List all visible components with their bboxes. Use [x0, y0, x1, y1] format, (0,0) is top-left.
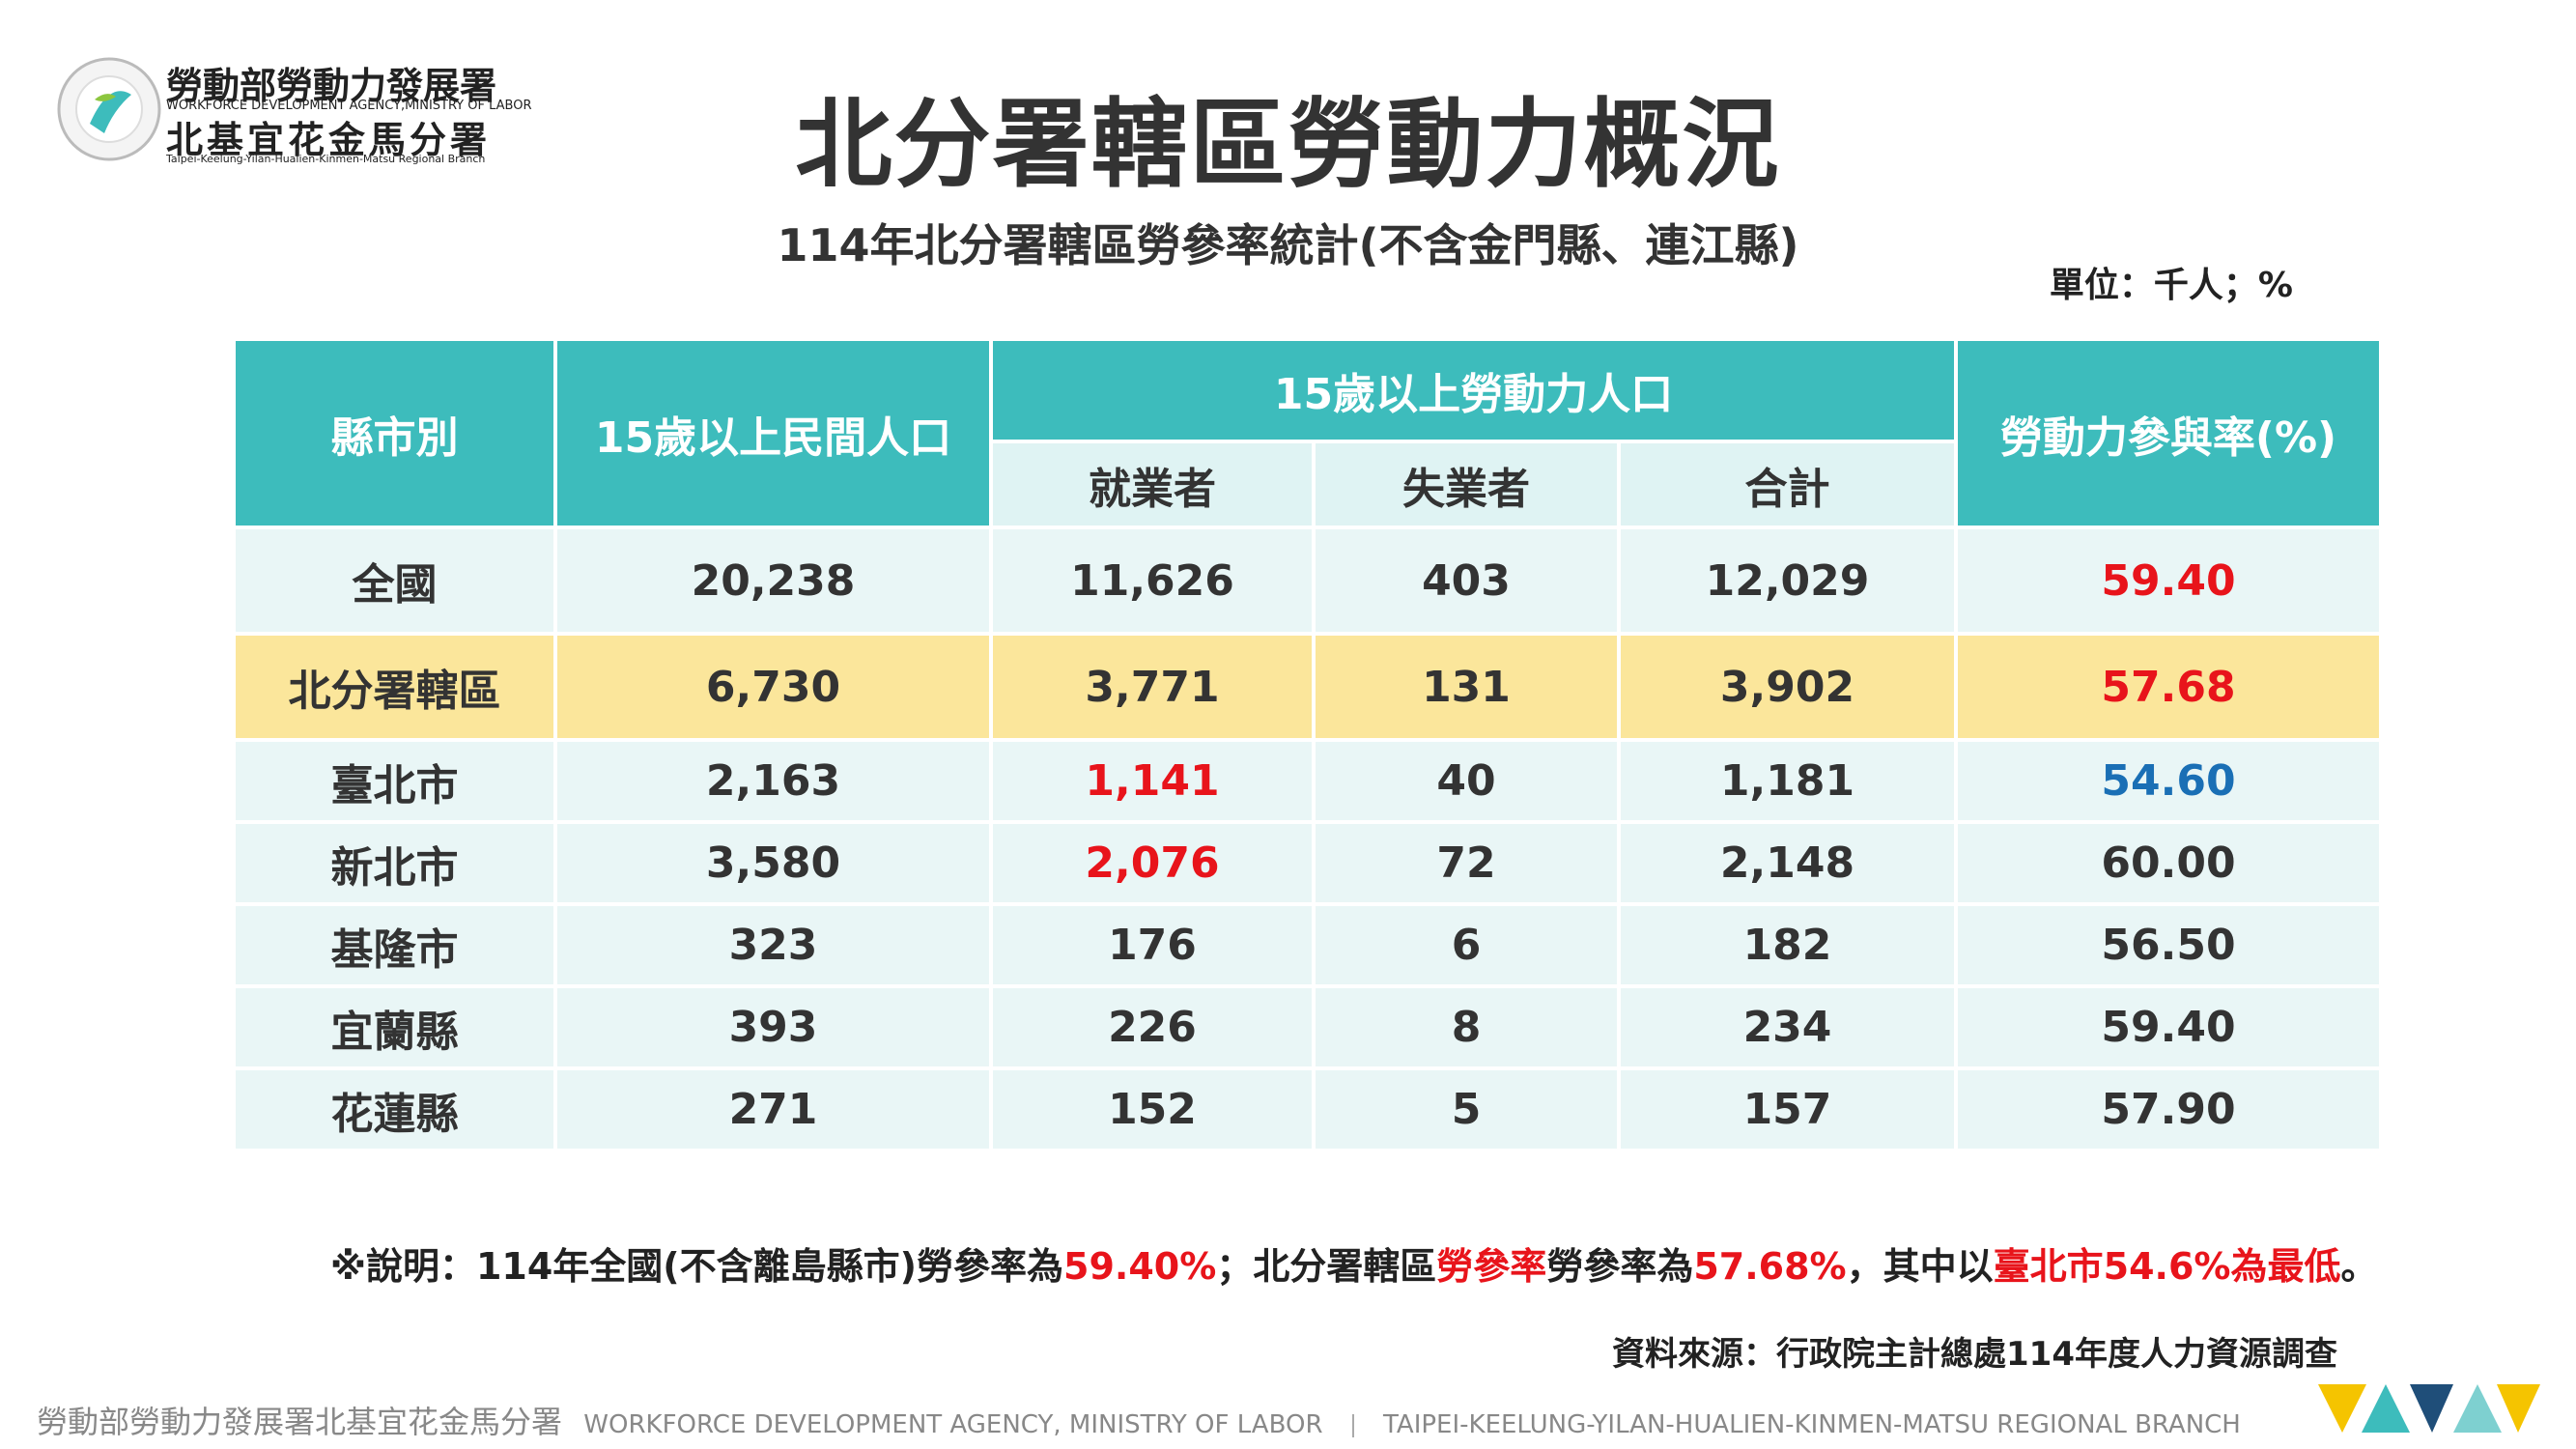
header-cell: 縣市別	[232, 337, 557, 529]
note-text: ※說明：114年全國(不含離島縣市)勞參率為	[330, 1245, 1063, 1288]
branch-zh: 北基宜花金馬分署	[166, 119, 492, 161]
value-cell: 271	[553, 1066, 993, 1152]
region-cell: 基隆市	[232, 902, 557, 988]
footer-zh: 勞動部勞動力發展署北基宜花金馬分署	[37, 1404, 563, 1440]
source: 資料來源：行政院主計總處114年度人力資源調查	[1612, 1335, 2337, 1374]
header-cell: 15歲以上勞動力人口	[989, 337, 1958, 443]
value-cell: 60.00	[1954, 820, 2383, 906]
region-cell: 新北市	[232, 820, 557, 906]
value-cell: 1,181	[1617, 738, 1958, 824]
table-row: 花蓮縣 271 152 5 157 57.90	[232, 1066, 2383, 1152]
header-cell: 勞動力參與率(%)	[1954, 337, 2383, 529]
value-cell: 59.40	[1954, 984, 2383, 1070]
note-text: 59.40%	[1063, 1245, 1217, 1288]
note-text: 勞參率	[1436, 1245, 1547, 1288]
value-cell: 72	[1312, 820, 1621, 906]
value-cell: 323	[553, 902, 993, 988]
value-cell: 234	[1617, 984, 1958, 1070]
table-row: 宜蘭縣 393 226 8 234 59.40	[232, 984, 2383, 1070]
value-cell: 5	[1312, 1066, 1621, 1152]
value-cell: 11,626	[989, 526, 1316, 636]
value-cell: 54.60	[1954, 738, 2383, 824]
data-table: 縣市別 15歲以上民間人口 15歲以上勞動力人口 勞動力參與率(%) 就業者 失業者 合計…	[232, 337, 2383, 1152]
value-cell: 2,163	[553, 738, 993, 824]
region-cell: 花蓮縣	[232, 1066, 557, 1152]
value-cell: 57.68	[1954, 632, 2383, 742]
value-cell: 157	[1617, 1066, 1958, 1152]
value-cell: 6,730	[553, 632, 993, 742]
logo	[57, 57, 161, 161]
value-cell: 8	[1312, 984, 1621, 1070]
value-cell: 2,148	[1617, 820, 1958, 906]
table-row: 北分署轄區 6,730 3,771 131 3,902 57.68	[232, 632, 2383, 742]
value-cell: 226	[989, 984, 1316, 1070]
region-cell: 北分署轄區	[232, 632, 557, 742]
value-cell: 3,771	[989, 632, 1316, 742]
note-text: 57.68%	[1693, 1245, 1847, 1288]
value-cell: 152	[989, 1066, 1316, 1152]
subtitle: 114年北分署轄區勞參率統計(不含金門縣、連江縣)	[777, 219, 1799, 271]
header-cell: 15歲以上民間人口	[553, 337, 993, 529]
value-cell: 56.50	[1954, 902, 2383, 988]
table-row: 新北市 3,580 2,076 72 2,148 60.00	[232, 820, 2383, 906]
value-cell: 182	[1617, 902, 1958, 988]
branch-en: Taipei-Keelung-Yilan-Hualien-Kinmen-Mats…	[166, 153, 486, 165]
value-cell: 12,029	[1617, 526, 1958, 636]
value-cell: 57.90	[1954, 1066, 2383, 1152]
value-cell: 131	[1312, 632, 1621, 742]
value-cell: 3,902	[1617, 632, 1958, 742]
table-row: 臺北市 2,163 1,141 40 1,181 54.60	[232, 738, 2383, 824]
unit: 單位：千人；%	[2049, 266, 2293, 305]
note-text: ；北分署轄區	[1216, 1245, 1437, 1288]
note-text: ，其中以	[1846, 1245, 1994, 1288]
value-cell: 59.40	[1954, 526, 2383, 636]
note-text: 。	[2340, 1245, 2378, 1288]
region-cell: 全國	[232, 526, 557, 636]
note-text: 勞參率為	[1546, 1245, 1694, 1288]
header-cell: 失業者	[1312, 440, 1621, 529]
value-cell: 6	[1312, 902, 1621, 988]
value-cell: 20,238	[553, 526, 993, 636]
value-cell: 176	[989, 902, 1316, 988]
value-cell: 3,580	[553, 820, 993, 906]
table-row: 基隆市 323 176 6 182 56.50	[232, 902, 2383, 988]
footer-en: WORKFORCE DEVELOPMENT AGENCY, MINISTRY O…	[583, 1410, 1323, 1439]
note: ※說明：114年全國(不含離島縣市)勞參率為59.40%；北分署轄區勞參率勞參率…	[330, 1236, 2377, 1290]
header-cell: 就業者	[989, 440, 1316, 529]
region-cell: 宜蘭縣	[232, 984, 557, 1070]
value-cell: 40	[1312, 738, 1621, 824]
header-cell: 合計	[1617, 440, 1958, 529]
title: 北分署轄區勞動力概況	[795, 88, 1781, 201]
footer-en: TAIPEI-KEELUNG-YILAN-HUALIEN-KINMEN-MATS…	[1383, 1410, 2241, 1439]
agency-en: WORKFORCE DEVELOPMENT AGENCY,MINISTRY OF…	[166, 99, 532, 113]
note-text: 臺北市54.6%為最低	[1993, 1245, 2341, 1288]
footer: 勞動部勞動力發展署北基宜花金馬分署 WORKFORCE DEVELOPMENT …	[37, 1398, 2241, 1442]
value-cell: 2,076	[989, 820, 1316, 906]
value-cell: 1,141	[989, 738, 1316, 824]
decoration	[2318, 1384, 2540, 1433]
value-cell: 403	[1312, 526, 1621, 636]
table-row: 全國 20,238 11,626 403 12,029 59.40	[232, 526, 2383, 636]
region-cell: 臺北市	[232, 738, 557, 824]
agency-zh: 勞動部勞動力發展署	[166, 65, 497, 107]
value-cell: 393	[553, 984, 993, 1070]
separator	[1351, 1413, 1354, 1437]
